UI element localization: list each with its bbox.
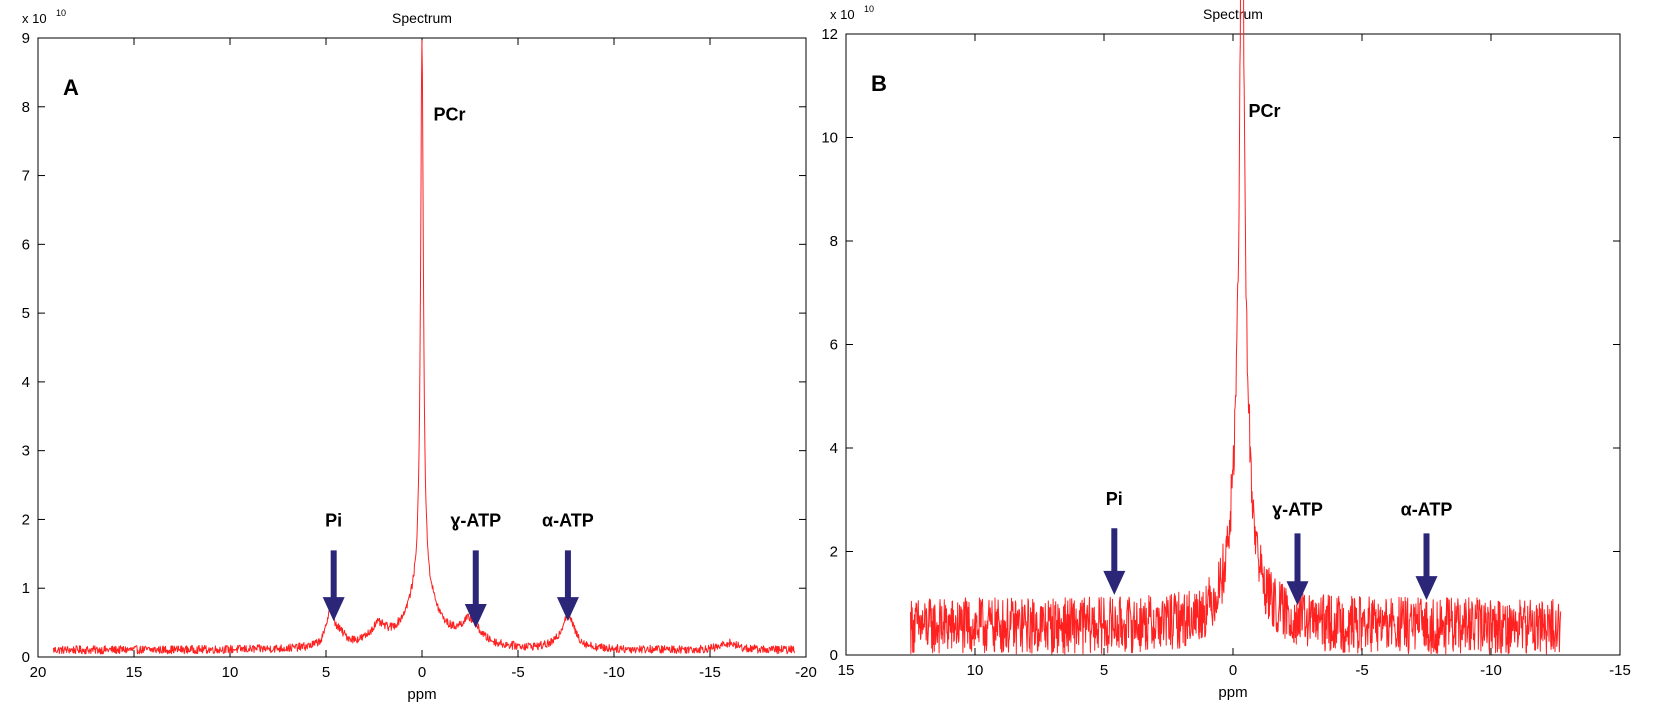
y-tick-label: 0 xyxy=(22,649,30,666)
x-tick-label: 5 xyxy=(322,664,330,681)
peak-label: α-ATP xyxy=(1401,499,1453,519)
x-tick-label: 0 xyxy=(1229,662,1237,679)
arrow-head xyxy=(464,604,487,629)
plot-frame xyxy=(37,37,807,658)
y-tick-label: 6 xyxy=(22,236,30,253)
peak-label: ɣ-ATP xyxy=(450,510,501,530)
x-tick-label: -15 xyxy=(1609,662,1631,679)
spectrum-line xyxy=(910,0,1562,655)
x-axis-label: ppm xyxy=(407,686,436,703)
panel-label: A xyxy=(63,75,79,100)
arrow-head xyxy=(1286,581,1309,606)
y-exponent-power: 10 xyxy=(56,8,66,18)
x-tick-label: 15 xyxy=(838,662,855,679)
plot-frame xyxy=(845,33,1621,656)
peak-label: α-ATP xyxy=(542,510,594,530)
y-tick-label: 5 xyxy=(22,305,30,322)
x-tick-label: 5 xyxy=(1100,662,1108,679)
y-exponent-power: 10 xyxy=(864,4,874,14)
peak-label: PCr xyxy=(434,105,466,125)
x-tick-label: 10 xyxy=(967,662,984,679)
arrow-head xyxy=(556,597,579,622)
spectrum-chart-a: 20 15 10 5 0 -5 -10 -15 -20 0 1 2 3 4 5 6 7 8 9 x 10 10 Spect… xyxy=(22,8,817,703)
y-tick-label: 0 xyxy=(830,647,838,664)
y-tick-label: 6 xyxy=(830,337,838,354)
x-tick-label: -10 xyxy=(1480,662,1502,679)
y-tick-label: 2 xyxy=(830,544,838,561)
y-tick-label: 4 xyxy=(22,374,30,391)
panel-label: B xyxy=(871,71,887,96)
spectrum-chart-b: 15 10 5 0 -5 -10 -15 0 2 4 6 8 10 12 x 10 10 Spectrum ppm… xyxy=(821,0,1631,701)
x-tick-label: -5 xyxy=(1355,662,1368,679)
y-tick-label: 8 xyxy=(830,233,838,250)
arrow-head xyxy=(322,597,345,622)
peak-label: Pi xyxy=(325,510,342,530)
y-tick-label: 3 xyxy=(22,443,30,460)
arrow-head xyxy=(1103,570,1126,595)
y-tick-label: 2 xyxy=(22,511,30,528)
y-tick-label: 4 xyxy=(830,440,838,457)
y-exponent-label: x 10 xyxy=(22,11,47,26)
y-exponent-label: x 10 xyxy=(830,7,855,22)
y-tick-label: 1 xyxy=(22,580,30,597)
y-tick-label: 7 xyxy=(22,168,30,185)
chart-title: Spectrum xyxy=(392,10,452,26)
x-tick-label: -10 xyxy=(603,664,625,681)
peak-label: Pi xyxy=(1106,489,1123,509)
x-tick-label: -5 xyxy=(511,664,524,681)
chart-title: Spectrum xyxy=(1203,6,1263,22)
arrow-head xyxy=(1415,576,1438,601)
x-tick-label: -20 xyxy=(795,664,817,681)
y-tick-label: 9 xyxy=(22,30,30,47)
x-tick-label: -15 xyxy=(699,664,721,681)
y-tick-label: 12 xyxy=(821,26,838,43)
x-tick-label: 0 xyxy=(418,664,426,681)
y-tick-label: 8 xyxy=(22,99,30,116)
spectrum-line xyxy=(52,40,795,655)
peak-label: PCr xyxy=(1248,101,1280,121)
y-tick-label: 10 xyxy=(821,130,838,147)
x-tick-label: 15 xyxy=(126,664,143,681)
x-tick-label: 20 xyxy=(30,664,47,681)
x-tick-label: 10 xyxy=(222,664,239,681)
peak-label: ɣ-ATP xyxy=(1272,499,1323,519)
x-axis-label: ppm xyxy=(1218,684,1247,701)
